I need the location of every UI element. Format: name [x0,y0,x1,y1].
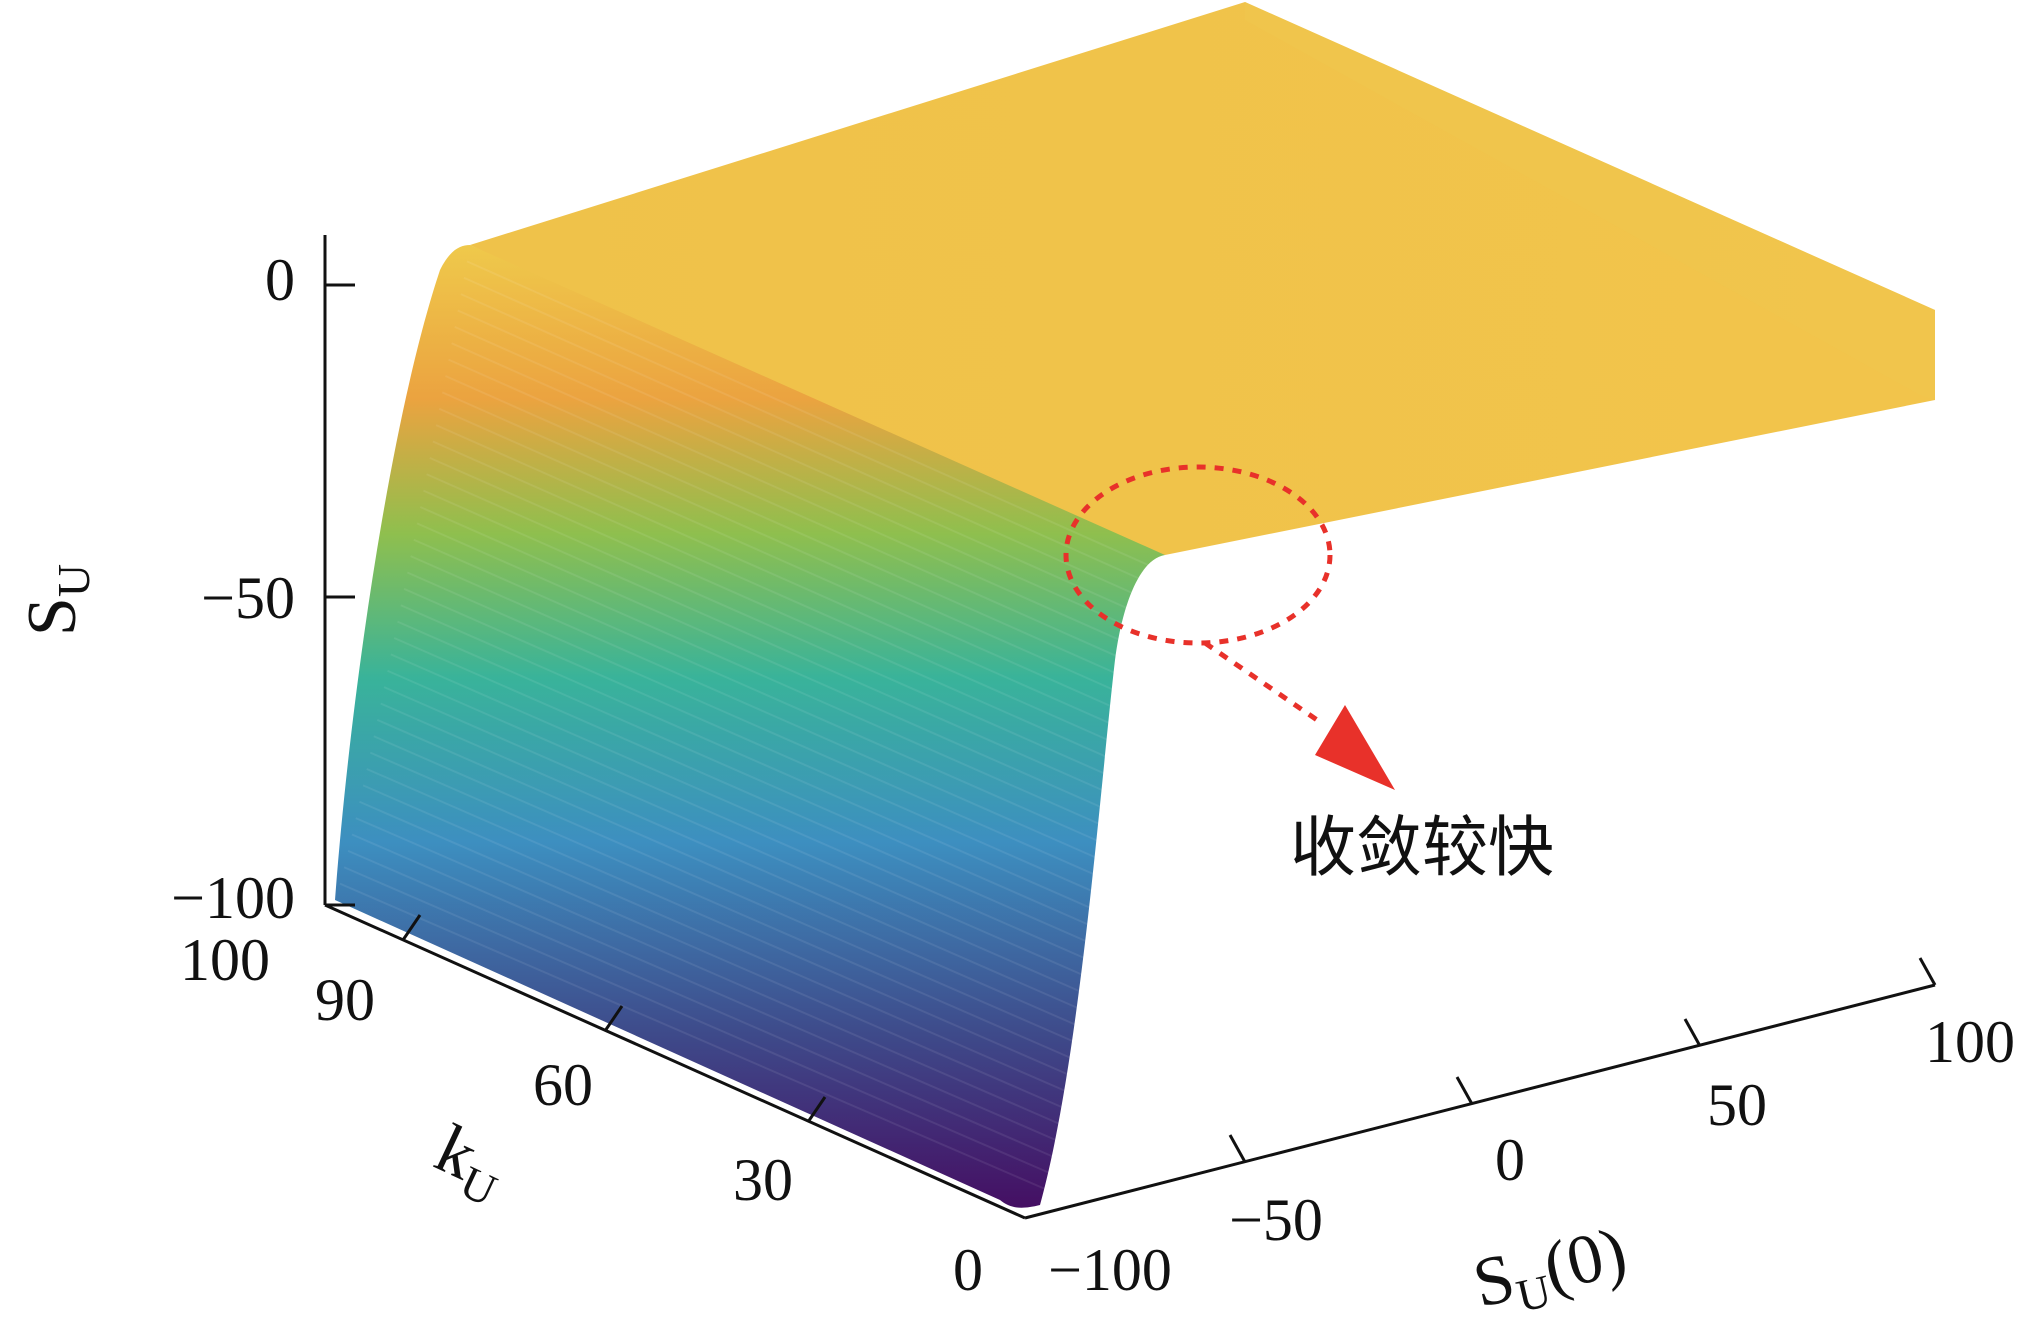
wall-stripe [339,882,1045,1190]
wall-stripe [429,456,1129,768]
k-tick-label-90: 90 [315,967,375,1033]
wall-stripe [380,702,1083,1011]
wall-stripe [463,276,1160,589]
wall-stripe [460,293,1157,605]
wall-stripe [432,440,1132,751]
wall-stripe [403,587,1105,898]
wall-stripe [366,768,1070,1076]
s0-tick-label-100: 100 [1925,1009,2015,1075]
wall-stripe [351,833,1057,1141]
s0-tick-label-0: 0 [1495,1127,1525,1193]
z-axis-label: SU [14,564,99,636]
k-axis-ticks [401,914,827,1123]
wall-stripe [387,669,1089,979]
s0-tick-label-50: 50 [1707,1072,1767,1138]
wall-stripe [466,260,1163,573]
wall-stripe [457,309,1155,621]
wall-stripe [373,735,1077,1044]
wall-stripe [355,817,1060,1125]
wall-stripe [413,538,1114,849]
k-tick-label-0: 0 [953,1237,983,1303]
wall-stripe [376,718,1080,1028]
wall-stripe [448,358,1146,670]
svg-text:SU(0): SU(0) [1466,1213,1635,1324]
wall-stripe [359,800,1064,1109]
z-tick-label-0: 0 [265,247,295,313]
annotation-arrow-line [1203,640,1322,725]
k-tick-label-60: 60 [533,1052,593,1118]
wall-stripe [362,784,1067,1093]
wall-stripe [423,489,1123,800]
annotation-text: 收敛较快 [1290,809,1554,886]
s0-tick-label-neg100: −100 [1048,1237,1172,1303]
wall-stripe [390,653,1093,963]
wall-stripe [410,555,1111,865]
wall-stripe [393,637,1096,946]
wall-stripe [451,342,1149,654]
svg-text:SU: SU [14,564,99,636]
z-tick-label-neg100: −100 [171,865,295,931]
wall-stripe [438,407,1137,719]
wall-stripe [383,686,1086,995]
svg-text:kU: kU [421,1110,519,1216]
wall-stripe [397,620,1099,930]
k-axis-line [324,903,1026,1220]
annotation-arrowhead [1315,705,1395,790]
s0-axis-line [1024,983,1936,1220]
surface-right-edge [1245,2,1935,400]
wall-stripe [416,522,1117,833]
wall-stripe [419,506,1120,816]
annotation-ellipse [1063,464,1333,646]
wall-stripe [343,866,1049,1174]
k-tick-label-100: 100 [180,927,270,993]
wall-stripe [454,325,1152,638]
wall-stripe [347,849,1053,1158]
z-axis-ticks [325,283,355,907]
wall-stripe [435,424,1134,735]
wall-stripe [406,571,1108,881]
wall-stripe [426,473,1126,784]
s0-axis-ticks [1228,957,1937,1163]
k-tick-label-30: 30 [733,1147,793,1213]
k-axis-label: kU [421,1110,519,1216]
s0-axis-label: SU(0) [1466,1213,1635,1324]
wall-stripe [369,751,1074,1060]
s0-tick-label-neg50: −50 [1229,1187,1323,1253]
wall-stripe [441,391,1140,703]
wall-stripe [400,604,1102,914]
z-tick-label-neg50: −50 [201,565,295,631]
wall-stripe [445,375,1143,686]
surface-rising-wall [335,245,1165,1208]
wall-stripes [339,260,1163,1190]
